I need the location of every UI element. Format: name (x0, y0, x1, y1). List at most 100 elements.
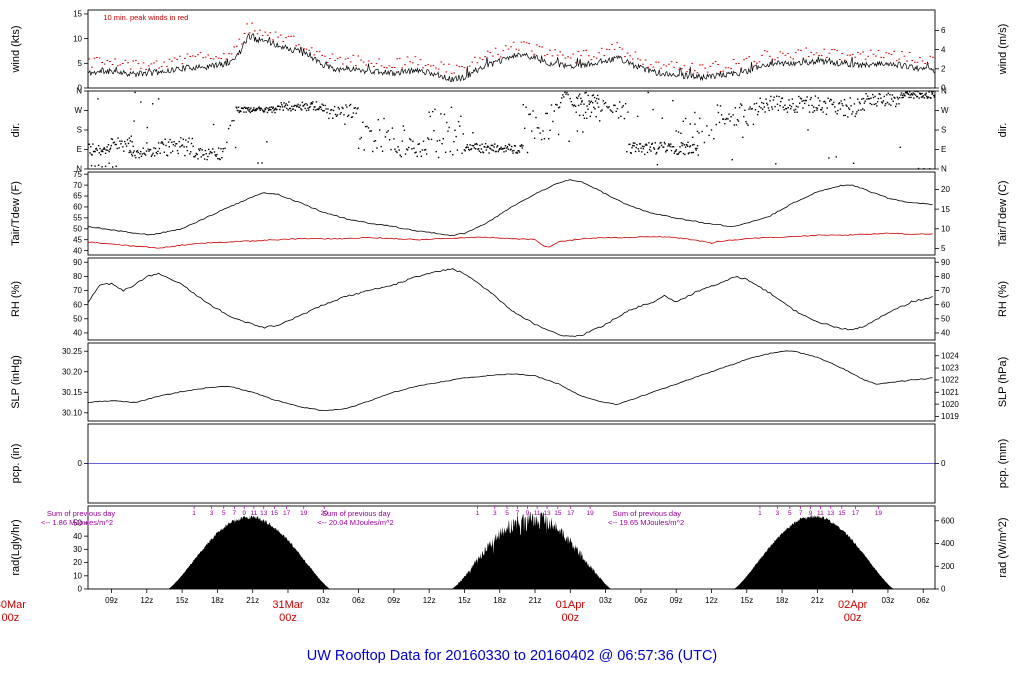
peak-wind-10min (890, 54, 893, 55)
peak-wind-10min (867, 55, 870, 57)
wind-direction (323, 110, 325, 112)
peak-wind-10min (492, 55, 494, 57)
wind-direction (386, 131, 388, 133)
wind-direction (872, 93, 874, 96)
wind-direction (522, 104, 524, 106)
y-tick-label-left: 0 (78, 84, 83, 93)
wind-direction (283, 102, 285, 104)
wind-direction (526, 151, 529, 154)
wind-direction (185, 146, 188, 148)
wind-direction (100, 154, 102, 156)
wind-direction (430, 138, 433, 141)
peak-wind-10min (655, 61, 657, 63)
wind-direction (715, 123, 717, 126)
x-tick-label: 21z (529, 596, 542, 605)
wind-direction (650, 150, 652, 152)
peak-wind-10min (753, 61, 756, 63)
wind-direction (154, 147, 157, 150)
wind-direction (929, 168, 931, 169)
wind-direction (467, 146, 469, 148)
wind-direction (219, 158, 221, 161)
wind-direction (435, 150, 437, 153)
peak-wind-10min (360, 59, 362, 61)
peak-wind-10min (404, 64, 406, 66)
wind-direction (688, 152, 690, 154)
wind-direction (872, 96, 875, 99)
wind-direction (112, 142, 115, 144)
wind-direction (887, 92, 889, 94)
axis-label-right-rad: rad (W/m^2) (997, 517, 1009, 577)
peak-wind-10min (738, 62, 740, 64)
wind-direction (570, 100, 572, 103)
panel-slp: 30.10 30.15 30.20 30.25 1019 1020 1021 1022 1023… (10, 342, 1009, 422)
wind-direction (288, 101, 290, 103)
wind-direction (645, 143, 647, 145)
wind-direction (658, 146, 661, 148)
wind-direction (106, 146, 108, 148)
wind-direction (134, 154, 136, 157)
wind-direction (879, 93, 881, 96)
wind-direction (757, 111, 760, 113)
peak-wind-10min (771, 58, 774, 60)
wind-direction (846, 105, 848, 107)
wind-direction (479, 144, 481, 147)
wind-direction (692, 151, 695, 154)
peak-wind-10min (864, 58, 867, 60)
wind-direction (107, 144, 110, 146)
y-tick-label-left: 30.10 (62, 408, 83, 417)
wind-direction (845, 104, 847, 106)
wind-direction (860, 109, 862, 111)
peak-wind-10min (233, 46, 235, 48)
wind-direction (553, 110, 555, 112)
wind-direction (507, 148, 509, 150)
panel-rh: 40 50 60 70 80 90 40 50 60 70 80 90 RH (%) RH (%) (10, 257, 1009, 341)
y-tick-label-right: 1022 (941, 376, 959, 385)
wind-direction (890, 104, 892, 106)
wind-direction (752, 123, 755, 126)
wind-direction (666, 149, 668, 152)
wind-direction (320, 108, 323, 111)
wind-direction (779, 105, 781, 107)
wind-direction (363, 149, 365, 151)
peak-wind-10min (629, 55, 631, 57)
wind-direction (176, 149, 179, 152)
y-tick-label-right: 40 (941, 329, 950, 338)
wind-direction (789, 104, 791, 106)
y-tick-label-left: 10 (73, 572, 82, 581)
wind-direction (163, 151, 165, 153)
peak-wind-10min (114, 58, 116, 60)
wind-direction (110, 138, 113, 140)
peak-wind-10min (906, 60, 908, 62)
peak-wind-10min (774, 59, 776, 61)
wind-direction (181, 144, 184, 146)
peak-wind-10min (844, 59, 846, 61)
axis-label-right-rh: RH (%) (997, 281, 1009, 317)
wind-direction (706, 125, 708, 127)
date-label: 02Apr (838, 599, 868, 611)
wind-direction (350, 116, 353, 118)
date-label-hour: 00z (844, 612, 862, 624)
sea-level-pressure (88, 350, 933, 411)
wind-direction (452, 154, 454, 156)
wind-direction (299, 104, 301, 106)
wind-direction (318, 107, 320, 109)
wind-direction (144, 153, 146, 155)
wind-direction (94, 150, 96, 153)
y-tick-label-right: 0 (941, 585, 946, 594)
peak-wind-10min (870, 49, 872, 51)
energy-milestone-label: 13 (260, 510, 268, 517)
wind-direction (791, 98, 793, 100)
peak-wind-10min (665, 65, 668, 67)
peak-wind-10min (857, 51, 859, 53)
wind-direction (586, 117, 588, 119)
wind-direction (840, 100, 842, 102)
wind-direction (594, 108, 596, 110)
peak-wind-10min (122, 63, 124, 64)
wind-direction (360, 136, 363, 139)
wind-direction (339, 113, 341, 115)
peak-wind-10min (207, 54, 210, 56)
wind-direction (167, 141, 170, 143)
wind-direction (680, 132, 682, 134)
x-tick-label: 09z (105, 596, 118, 605)
y-tick-label-left: N (76, 87, 82, 96)
